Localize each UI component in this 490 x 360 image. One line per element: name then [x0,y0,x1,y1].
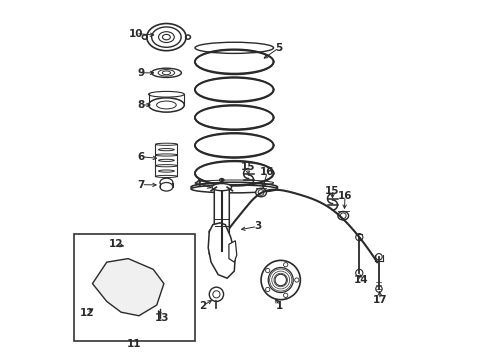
Circle shape [258,190,264,195]
Text: 14: 14 [354,275,368,285]
Circle shape [266,287,270,292]
Text: 12: 12 [79,308,94,318]
Ellipse shape [147,23,186,51]
Ellipse shape [212,184,232,191]
Circle shape [209,229,215,235]
Text: 15: 15 [325,186,340,197]
Text: 5: 5 [275,43,283,53]
Ellipse shape [160,183,173,191]
Bar [74,234,195,341]
Text: 7: 7 [138,180,145,190]
Text: 12: 12 [108,239,123,249]
Text: 16: 16 [260,167,274,177]
Circle shape [121,244,128,251]
Text: 13: 13 [155,312,170,323]
Polygon shape [93,258,164,316]
Text: 17: 17 [373,295,387,305]
Circle shape [209,287,223,301]
Text: 4: 4 [195,179,202,189]
Text: 9: 9 [138,68,145,78]
Circle shape [137,285,148,296]
Ellipse shape [135,318,139,321]
Ellipse shape [148,98,184,112]
Ellipse shape [220,179,224,181]
Ellipse shape [135,307,139,310]
Circle shape [376,253,382,260]
Circle shape [266,269,270,273]
Circle shape [216,249,231,265]
Ellipse shape [151,68,181,77]
Circle shape [376,286,382,292]
Text: 8: 8 [138,100,145,110]
Ellipse shape [191,185,277,193]
Circle shape [209,250,215,256]
Ellipse shape [163,35,171,40]
Circle shape [284,293,288,297]
Ellipse shape [168,286,171,289]
Ellipse shape [256,188,267,197]
FancyBboxPatch shape [214,186,229,260]
Circle shape [112,271,130,289]
Circle shape [356,269,363,276]
Text: 10: 10 [129,28,143,39]
Circle shape [356,234,363,241]
Polygon shape [229,241,237,262]
Circle shape [284,262,288,267]
Ellipse shape [118,243,131,253]
Text: 15: 15 [241,162,255,172]
Text: 16: 16 [338,191,352,201]
Circle shape [81,297,94,310]
Circle shape [294,278,299,282]
Text: 2: 2 [199,301,206,311]
Circle shape [152,294,168,309]
Text: 1: 1 [276,301,283,311]
Text: 11: 11 [127,339,142,349]
Circle shape [103,287,110,294]
Text: 3: 3 [254,221,261,231]
Polygon shape [208,223,235,278]
Ellipse shape [338,211,348,220]
Circle shape [261,260,300,300]
Text: 6: 6 [138,152,145,162]
Ellipse shape [160,178,173,187]
Circle shape [341,213,346,219]
